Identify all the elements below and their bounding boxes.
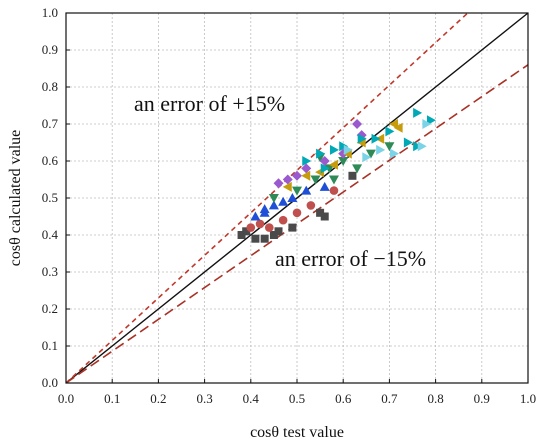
point-square bbox=[316, 208, 325, 217]
point-square bbox=[237, 231, 246, 239]
point-triangle-right bbox=[343, 144, 353, 155]
point-triangle-left bbox=[301, 170, 311, 181]
x-tick-label: 1.0 bbox=[520, 391, 536, 406]
y-tick-label: 0.7 bbox=[42, 116, 59, 131]
point-triangle-down bbox=[352, 164, 363, 174]
y-tick-label: 0.4 bbox=[42, 227, 59, 242]
point-triangle-down bbox=[365, 149, 376, 159]
point-circle bbox=[278, 215, 288, 225]
point-triangle-right bbox=[376, 144, 386, 155]
y-tick-labels: 0.0 0.1 0.2 0.3 0.4 0.5 0.6 0.7 0.8 0.9 1.0 bbox=[42, 5, 70, 390]
line-identity bbox=[65, 12, 529, 384]
point-square bbox=[260, 234, 269, 243]
y-tick-label: 0.5 bbox=[42, 190, 58, 205]
point-diamond bbox=[292, 170, 302, 181]
point-triangle-down bbox=[268, 194, 279, 203]
x-tick-label: 0.9 bbox=[474, 391, 490, 406]
y-tick-label: 0.0 bbox=[42, 375, 58, 390]
point-square bbox=[288, 223, 297, 232]
point-triangle-right bbox=[339, 141, 349, 152]
x-tick-label: 0.2 bbox=[150, 391, 166, 406]
y-tick-label: 0.2 bbox=[42, 301, 58, 316]
point-circle bbox=[329, 186, 339, 195]
x-axis-title: cosθ test value bbox=[250, 424, 344, 441]
point-triangle-right bbox=[329, 144, 339, 155]
y-tick-label: 1.0 bbox=[42, 5, 58, 20]
x-tick-label: 0.1 bbox=[104, 391, 120, 406]
x-tick-label: 0.5 bbox=[289, 391, 305, 406]
point-square bbox=[320, 212, 329, 221]
point-square bbox=[348, 171, 357, 180]
y-tick-label: 0.9 bbox=[42, 42, 58, 57]
point-diamond bbox=[282, 174, 293, 185]
point-triangle-up bbox=[250, 211, 261, 221]
point-square bbox=[274, 227, 283, 236]
point-square bbox=[269, 231, 278, 239]
line-upper-bound bbox=[65, 12, 469, 384]
point-triangle-right bbox=[426, 115, 436, 126]
point-diamond bbox=[352, 119, 363, 129]
point-triangle-right bbox=[371, 133, 381, 144]
point-triangle-up bbox=[319, 181, 330, 191]
point-diamond bbox=[273, 178, 284, 189]
point-diamond bbox=[319, 156, 330, 166]
point-diamond bbox=[301, 163, 312, 174]
point-triangle-right bbox=[422, 119, 432, 129]
point-triangle-right bbox=[302, 156, 312, 166]
x-tick-label: 0.0 bbox=[58, 391, 74, 406]
point-circle bbox=[306, 201, 316, 210]
point-triangle-left bbox=[328, 159, 338, 170]
annotation-upper-error: an error of +15% bbox=[134, 91, 285, 116]
point-triangle-up bbox=[278, 196, 289, 206]
point-triangle-right bbox=[362, 152, 372, 163]
point-triangle-right bbox=[316, 148, 326, 159]
point-triangle-right bbox=[403, 137, 413, 148]
y-tick-label: 0.3 bbox=[42, 264, 58, 279]
point-triangle-right bbox=[320, 163, 330, 174]
reference-lines bbox=[65, 12, 529, 384]
annotation-lower-error: an error of −15% bbox=[275, 246, 426, 271]
point-circle bbox=[264, 223, 274, 232]
point-triangle-right bbox=[413, 141, 423, 152]
data-points bbox=[237, 107, 436, 243]
x-tick-label: 0.7 bbox=[381, 391, 398, 406]
x-tick-label: 0.6 bbox=[335, 391, 352, 406]
point-triangle-up bbox=[301, 185, 312, 195]
point-triangle-down bbox=[310, 175, 321, 185]
y-tick-label: 0.6 bbox=[42, 153, 59, 168]
point-triangle-up bbox=[259, 204, 270, 214]
line-lower-bound bbox=[65, 64, 529, 384]
point-triangle-left bbox=[282, 181, 292, 192]
point-triangle-right bbox=[385, 126, 395, 137]
point-triangle-right bbox=[357, 133, 367, 144]
point-triangle-right bbox=[390, 148, 400, 159]
point-triangle-down bbox=[324, 164, 335, 174]
point-triangle-up bbox=[268, 200, 279, 210]
point-circle bbox=[255, 219, 265, 229]
grid bbox=[66, 13, 528, 383]
point-square bbox=[242, 227, 251, 236]
point-triangle-down bbox=[384, 142, 395, 152]
point-triangle-right bbox=[413, 107, 423, 118]
point-triangle-left bbox=[389, 119, 399, 129]
x-tick-label: 0.4 bbox=[243, 391, 260, 406]
point-circle bbox=[292, 208, 302, 218]
point-triangle-down bbox=[338, 157, 349, 166]
y-tick-label: 0.8 bbox=[42, 79, 58, 94]
point-triangle-down bbox=[292, 186, 302, 196]
x-tick-label: 0.8 bbox=[427, 391, 443, 406]
y-tick-label: 0.1 bbox=[42, 338, 58, 353]
point-triangle-right bbox=[417, 141, 427, 152]
point-triangle-down bbox=[328, 175, 339, 185]
x-tick-labels: 0.0 0.1 0.2 0.3 0.4 0.5 0.6 0.7 0.8 0.9 1.0 bbox=[58, 379, 536, 406]
point-triangle-up bbox=[287, 193, 298, 202]
point-square bbox=[251, 234, 260, 243]
y-axis-title: cosθ calculated value bbox=[7, 130, 24, 266]
point-triangle-left bbox=[393, 122, 403, 133]
point-circle bbox=[246, 223, 256, 232]
x-tick-label: 0.3 bbox=[196, 391, 212, 406]
